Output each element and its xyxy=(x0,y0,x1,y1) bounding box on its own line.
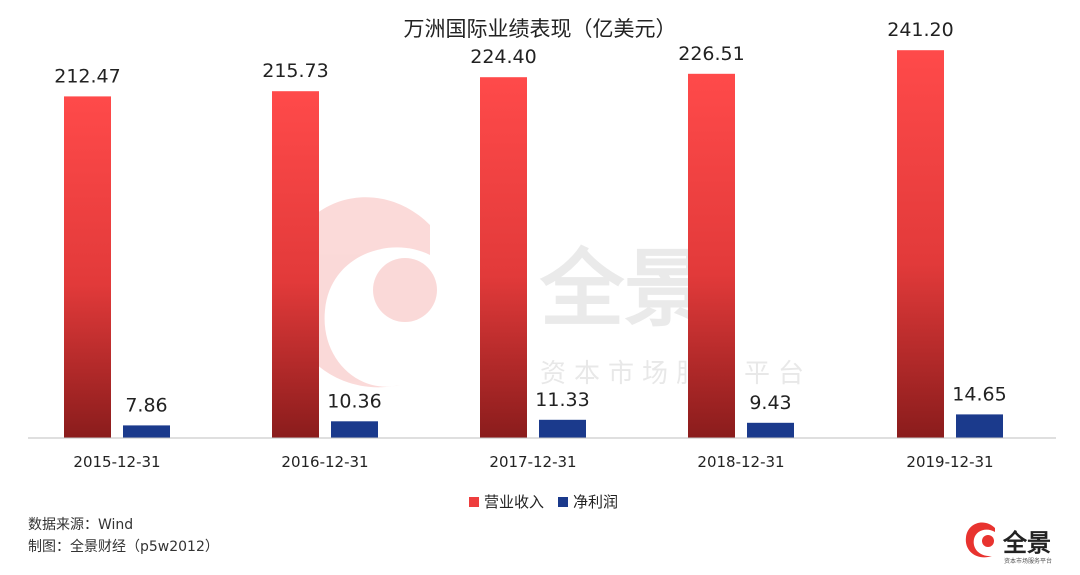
bar-profit-2017-12-31 xyxy=(539,419,586,438)
x-tick-label-2016-12-31: 2016-12-31 xyxy=(281,453,368,471)
data-label-profit-2016-12-31: 10.36 xyxy=(327,390,381,412)
legend-label-profit: 净利润 xyxy=(573,493,618,511)
watermark-text: 全景 xyxy=(539,240,708,338)
watermark-logo xyxy=(282,197,437,388)
data-source-note: 数据来源：Wind xyxy=(28,517,134,533)
bar-revenue-2016-12-31 xyxy=(272,91,319,438)
legend: 营业收入 净利润 xyxy=(469,493,618,511)
brand-logo: 全景 资本市场服务平台 xyxy=(965,522,1052,565)
bar-profit-2018-12-31 xyxy=(747,422,794,438)
data-label-profit-2018-12-31: 9.43 xyxy=(749,392,791,414)
x-tick-label-2018-12-31: 2018-12-31 xyxy=(697,453,784,471)
chart-credit-note: 制图：全景财经（p5w2012） xyxy=(28,539,219,555)
brand-logo-text: 全景 xyxy=(1002,529,1051,557)
data-label-revenue-2015-12-31: 212.47 xyxy=(54,65,120,87)
legend-label-revenue: 营业收入 xyxy=(484,493,544,511)
bar-profit-2019-12-31 xyxy=(956,414,1003,438)
bar-revenue-2019-12-31 xyxy=(897,50,944,438)
data-label-revenue-2016-12-31: 215.73 xyxy=(262,60,328,82)
data-label-revenue-2019-12-31: 241.20 xyxy=(887,19,953,41)
legend-swatch-revenue xyxy=(469,497,479,507)
brand-logo-icon xyxy=(965,522,995,558)
watermark-subtext: 资本市场服务平台 xyxy=(540,359,812,389)
bar-revenue-2018-12-31 xyxy=(688,73,735,439)
brand-logo-subtext: 资本市场服务平台 xyxy=(1004,557,1052,565)
brand-logo-dot xyxy=(982,535,994,547)
bar-profit-2016-12-31 xyxy=(331,421,378,438)
data-label-profit-2015-12-31: 7.86 xyxy=(125,394,167,416)
x-tick-label-2017-12-31: 2017-12-31 xyxy=(489,453,576,471)
data-label-revenue-2018-12-31: 226.51 xyxy=(678,43,744,65)
bar-revenue-2017-12-31 xyxy=(480,77,527,438)
bar-revenue-2015-12-31 xyxy=(64,96,111,439)
data-label-profit-2019-12-31: 14.65 xyxy=(952,383,1006,405)
x-tick-label-2019-12-31: 2019-12-31 xyxy=(906,453,993,471)
bar-profit-2015-12-31 xyxy=(123,425,170,438)
bars-group: 212.47 7.86 2015-12-31 215.73 10.36 2016-12-3… xyxy=(54,19,1006,471)
data-label-profit-2017-12-31: 11.33 xyxy=(535,389,589,411)
data-label-revenue-2017-12-31: 224.40 xyxy=(470,46,536,68)
x-tick-label-2015-12-31: 2015-12-31 xyxy=(73,453,160,471)
chart-title: 万洲国际业绩表现（亿美元） xyxy=(404,17,677,41)
legend-swatch-profit xyxy=(558,497,568,507)
